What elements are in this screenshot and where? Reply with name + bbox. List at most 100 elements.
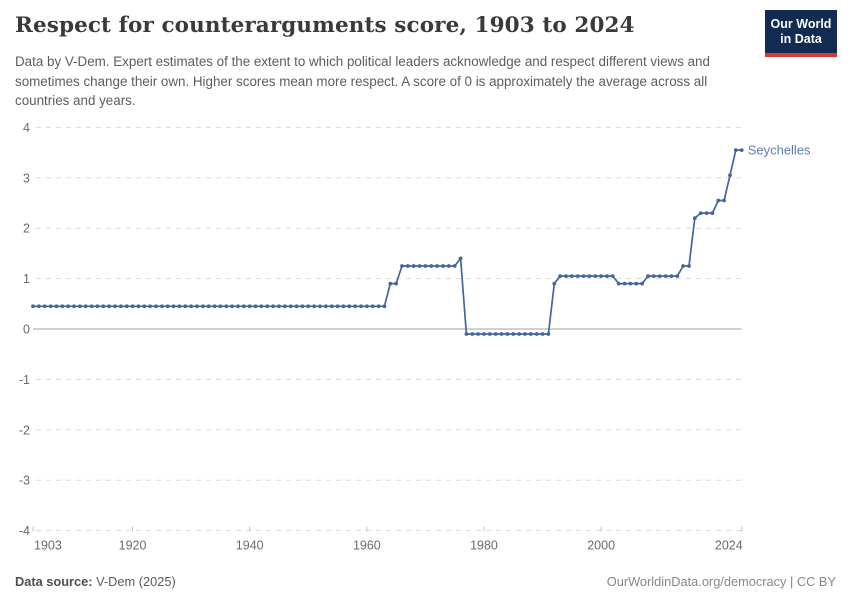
data-point[interactable] [124,304,129,309]
data-point[interactable] [710,211,715,216]
data-point[interactable] [359,304,363,309]
data-point[interactable] [119,304,123,309]
data-point[interactable] [593,274,598,278]
data-point[interactable] [493,332,498,336]
credit-link[interactable]: OurWorldinData.org/democracy | CC BY [606,574,836,589]
data-point[interactable] [675,274,680,278]
data-point[interactable] [669,274,674,278]
data-point[interactable] [411,264,416,268]
data-point[interactable] [335,304,340,309]
data-point[interactable] [610,274,615,278]
data-point[interactable] [66,304,70,309]
data-point[interactable] [154,304,158,309]
data-point[interactable] [698,211,703,216]
data-point[interactable] [130,304,135,309]
data-point[interactable] [312,304,316,309]
data-point[interactable] [523,332,527,336]
series-label[interactable]: Seychelles [748,143,811,158]
data-point[interactable] [417,264,422,268]
data-point[interactable] [48,304,53,309]
data-point[interactable] [605,274,609,278]
data-point[interactable] [160,304,164,309]
data-point[interactable] [247,304,252,309]
data-point[interactable] [212,304,217,309]
data-point[interactable] [517,332,521,336]
data-point[interactable] [54,304,59,309]
data-point[interactable] [353,304,357,309]
data-point[interactable] [300,304,305,309]
data-point[interactable] [441,264,445,268]
data-point[interactable] [288,304,293,309]
data-point[interactable] [634,281,639,286]
data-point[interactable] [400,264,404,268]
data-point[interactable] [394,281,398,286]
data-point[interactable] [405,264,410,268]
data-point[interactable] [283,304,287,309]
data-point[interactable] [552,281,557,286]
data-point[interactable] [83,304,88,309]
data-point[interactable] [575,274,580,278]
data-point[interactable] [464,332,469,336]
data-point[interactable] [681,264,685,268]
data-point[interactable] [587,274,592,278]
data-point[interactable] [499,332,504,336]
data-point[interactable] [89,304,94,309]
data-point[interactable] [230,304,235,309]
data-point[interactable] [722,198,726,203]
data-point[interactable] [534,332,539,336]
data-point[interactable] [646,274,650,278]
data-point[interactable] [341,304,346,309]
data-point[interactable] [324,304,328,309]
data-point[interactable] [429,264,434,268]
data-point[interactable] [388,281,393,286]
data-point[interactable] [540,332,545,336]
data-point[interactable] [189,304,194,309]
data-point[interactable] [458,256,463,261]
data-point[interactable] [253,304,258,309]
data-point[interactable] [306,304,311,309]
data-point[interactable] [382,304,387,309]
data-point[interactable] [511,332,516,336]
data-point[interactable] [259,304,264,309]
data-point[interactable] [505,332,510,336]
data-point[interactable] [318,304,322,309]
data-point[interactable] [728,173,732,178]
data-point[interactable] [622,281,627,286]
data-point[interactable] [470,332,475,336]
data-point[interactable] [452,264,457,268]
data-point[interactable] [271,304,275,309]
data-point[interactable] [72,304,76,309]
data-point[interactable] [236,304,240,309]
data-point[interactable] [42,304,47,309]
data-point[interactable] [206,304,211,309]
data-point[interactable] [171,304,176,309]
data-point[interactable] [376,304,381,309]
data-point[interactable] [423,264,428,268]
data-point[interactable] [616,281,621,286]
data-point[interactable] [101,304,106,309]
data-point[interactable] [113,304,117,309]
data-point[interactable] [148,304,153,309]
data-point[interactable] [265,304,270,309]
data-point[interactable] [78,304,82,309]
data-point[interactable] [136,304,141,309]
data-point[interactable] [60,304,65,309]
data-point[interactable] [482,332,486,336]
data-point[interactable] [487,332,492,336]
data-point[interactable] [640,281,644,286]
data-point[interactable] [628,281,633,286]
data-point[interactable] [704,211,709,216]
data-point[interactable] [739,148,744,153]
data-point[interactable] [242,304,246,309]
data-point[interactable] [370,304,375,309]
data-point[interactable] [329,304,334,309]
data-point[interactable] [224,304,229,309]
data-point[interactable] [294,304,299,309]
data-point[interactable] [177,304,182,309]
data-point[interactable] [476,332,480,336]
data-point[interactable] [37,304,41,309]
data-point[interactable] [558,274,562,278]
data-point[interactable] [716,198,721,203]
data-point[interactable] [692,216,697,221]
